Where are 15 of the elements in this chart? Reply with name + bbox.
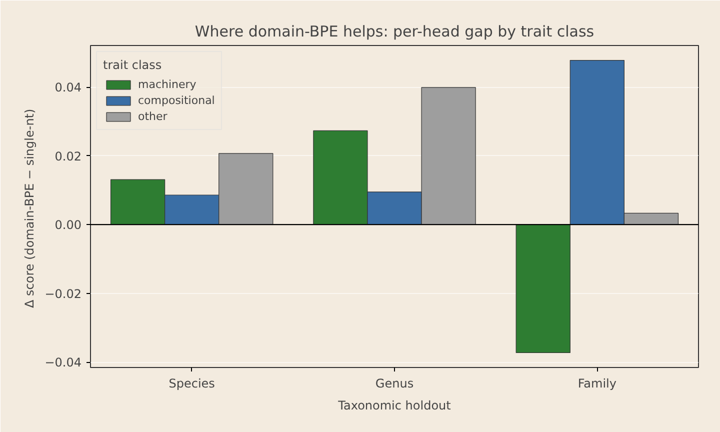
legend-label: compositional	[138, 93, 215, 107]
x-axis-title: Taxonomic holdout	[337, 398, 452, 412]
y-tick-label: 0.04	[54, 80, 82, 95]
legend-label: machinery	[138, 77, 196, 91]
y-tick-label: 0.02	[54, 149, 82, 164]
legend-title: trait class	[103, 58, 163, 72]
chart-title: Where domain-BPE helps: per-head gap by trait class	[194, 22, 594, 40]
x-tick-label: Family	[578, 376, 616, 390]
legend-label: other	[138, 109, 168, 123]
x-tick-label: Genus	[375, 376, 414, 390]
y-tick-label: 0.00	[54, 218, 82, 232]
y-axis-title: Δ score (domain-BPE − single-nt)	[22, 108, 37, 308]
y-tick-label: −0.02	[44, 286, 82, 301]
y-tick-label: −0.04	[44, 356, 82, 370]
x-tick-label: Species	[168, 376, 215, 390]
